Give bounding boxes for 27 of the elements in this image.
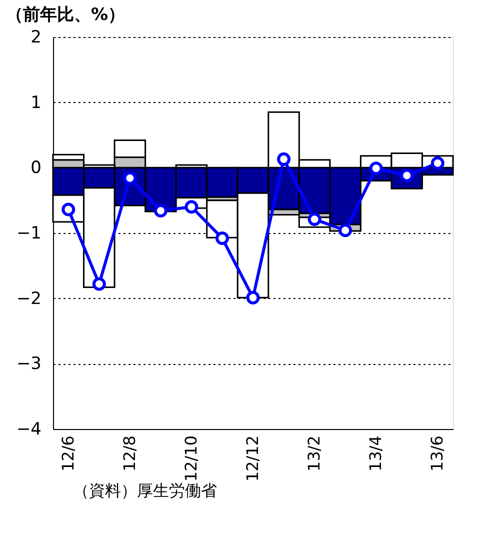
point [154,204,168,218]
x-tick-label: 12/6 [58,436,78,472]
point [277,152,291,166]
point [430,156,444,170]
point [369,162,383,176]
x-tick-label: 12/10 [181,436,200,482]
y-tick-label: −2 [16,288,42,309]
x-tick-label: 12/8 [120,436,139,472]
chart-title: （前年比、%） [6,5,125,25]
x-tick-label: 13/6 [428,436,447,472]
y-tick-label: 1 [30,92,42,113]
point [92,277,106,291]
text: （資料）厚生労働省 [73,481,217,500]
y-tick-label: −4 [16,420,42,440]
y-tick-label: −1 [16,224,42,244]
x-tick-label: 13/2 [304,436,324,472]
point [184,200,198,214]
x-tick-label: 12/12 [243,436,262,482]
point [246,290,260,304]
point [215,231,229,245]
y-tick-label: −3 [16,354,42,374]
point [308,212,322,226]
y-tick-label: 0 [30,158,42,178]
x-tick-label: 13/4 [366,436,386,472]
point [338,224,352,238]
point [123,171,137,185]
y-tick-label: 2 [30,28,42,48]
